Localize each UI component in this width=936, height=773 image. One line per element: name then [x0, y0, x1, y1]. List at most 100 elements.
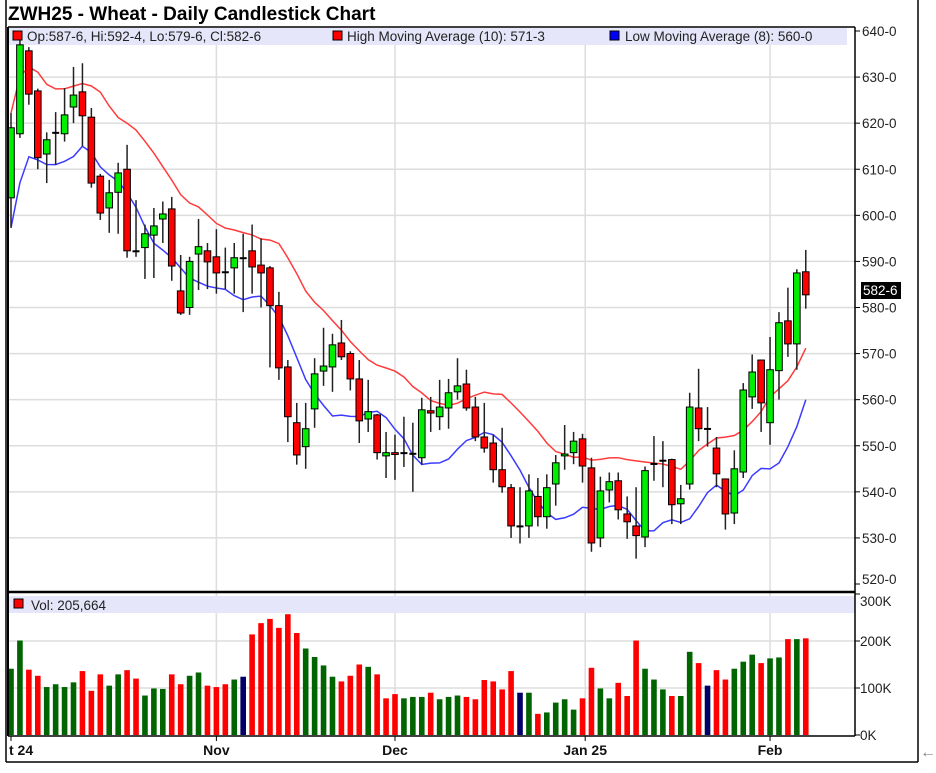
candle: [239, 233, 247, 313]
candle-body: [328, 344, 337, 368]
volume-bar: [526, 692, 532, 735]
volume-tick-label: 300K: [860, 594, 892, 609]
candle-body: [16, 44, 24, 135]
volume-bar: [338, 681, 345, 735]
high-ma-legend-swatch: [332, 30, 343, 41]
volume-bar: [704, 685, 711, 735]
candle-body: [793, 272, 801, 345]
candle-body: [141, 233, 149, 249]
candle: [793, 269, 801, 370]
candle: [150, 207, 158, 279]
volume-bar: [383, 698, 389, 735]
candle-body: [525, 490, 533, 527]
volume-bar: [195, 672, 202, 735]
candle-body: [346, 353, 355, 380]
volume-bar: [436, 699, 443, 735]
candle-body: [301, 428, 310, 448]
candle: [105, 179, 114, 233]
candle-body: [444, 392, 453, 409]
candle-body: [194, 246, 203, 255]
volume-bar: [624, 695, 630, 735]
volume-bar: [418, 696, 425, 735]
candle: [78, 63, 87, 147]
back-arrow-icon[interactable]: ←: [920, 744, 936, 761]
volume-bar: [311, 656, 318, 735]
candle: [578, 433, 587, 483]
candle: [560, 425, 569, 470]
candle-body: [587, 467, 596, 544]
candle: [87, 107, 96, 188]
volume-bar: [463, 696, 470, 735]
candle: [16, 40, 24, 138]
candle-body: [87, 116, 96, 184]
candle-body: [480, 436, 489, 449]
candle: [33, 88, 42, 170]
volume-bar: [79, 671, 86, 735]
candle: [569, 431, 578, 465]
volume-bar: [61, 687, 68, 735]
candle: [480, 402, 489, 453]
candle-body: [623, 513, 631, 523]
volume-bar: [517, 692, 523, 735]
candle-body: [435, 406, 444, 418]
candle-body: [426, 410, 435, 414]
candle: [801, 249, 810, 309]
volume-bar: [454, 695, 461, 735]
volume-bar: [8, 668, 14, 735]
low-moving-average-line: [10, 145, 807, 532]
volume-bar: [124, 670, 130, 735]
candle-body: [721, 478, 730, 515]
candle: [42, 132, 51, 184]
candle-body: [578, 438, 587, 467]
candle-body: [96, 175, 105, 214]
volume-bar: [651, 679, 657, 735]
candle: [25, 47, 33, 105]
volume-bar: [115, 674, 121, 735]
volume-bar: [276, 627, 282, 735]
price-tick-label: 600-0: [862, 208, 897, 223]
candle-body: [498, 469, 506, 488]
volume-bar: [285, 614, 291, 735]
candle: [292, 402, 301, 465]
volume-tick-label: 200K: [860, 634, 892, 649]
candle: [730, 450, 739, 525]
candle-body: [668, 459, 676, 506]
date-tick-label: t 24: [9, 742, 33, 758]
candle: [543, 474, 551, 529]
candle-body: [694, 407, 703, 430]
volume-bar: [713, 670, 720, 735]
candle-body: [560, 453, 569, 457]
volume-bar: [776, 657, 782, 735]
volume-bar: [481, 680, 488, 735]
price-tick-label: 620-0: [862, 116, 897, 131]
date-tick-label: Dec: [382, 742, 408, 758]
volume-bar: [633, 640, 639, 735]
candle-body: [801, 271, 810, 296]
candle: [623, 496, 631, 539]
candle-body: [33, 90, 42, 159]
volume-bar: [794, 639, 800, 735]
candle: [650, 436, 658, 481]
volume-bar: [213, 687, 220, 735]
candle: [185, 256, 194, 315]
volume-tick-label: 0K: [860, 728, 877, 743]
price-legend-band: [8, 28, 847, 45]
gridlines: [8, 45, 855, 736]
candle: [96, 173, 105, 220]
candle-body: [507, 487, 515, 527]
candle-body: [775, 322, 783, 372]
candle-body: [364, 411, 372, 420]
candle: [587, 457, 596, 552]
candle: [60, 88, 69, 142]
low-ma-legend-swatch: [609, 30, 620, 41]
candle: [132, 200, 140, 257]
axes: 520-0 530-0 540-0 550-0 560-0 570-0 580-0 590-0…: [9, 24, 897, 758]
volume-bar: [579, 698, 586, 735]
candle-body: [373, 414, 381, 454]
candle: [596, 476, 605, 548]
candle-body: [123, 168, 131, 252]
volume-bar: [160, 688, 166, 735]
candle: [123, 144, 131, 258]
price-tick-label: 550-0: [862, 439, 897, 454]
volume-bar: [204, 685, 211, 735]
